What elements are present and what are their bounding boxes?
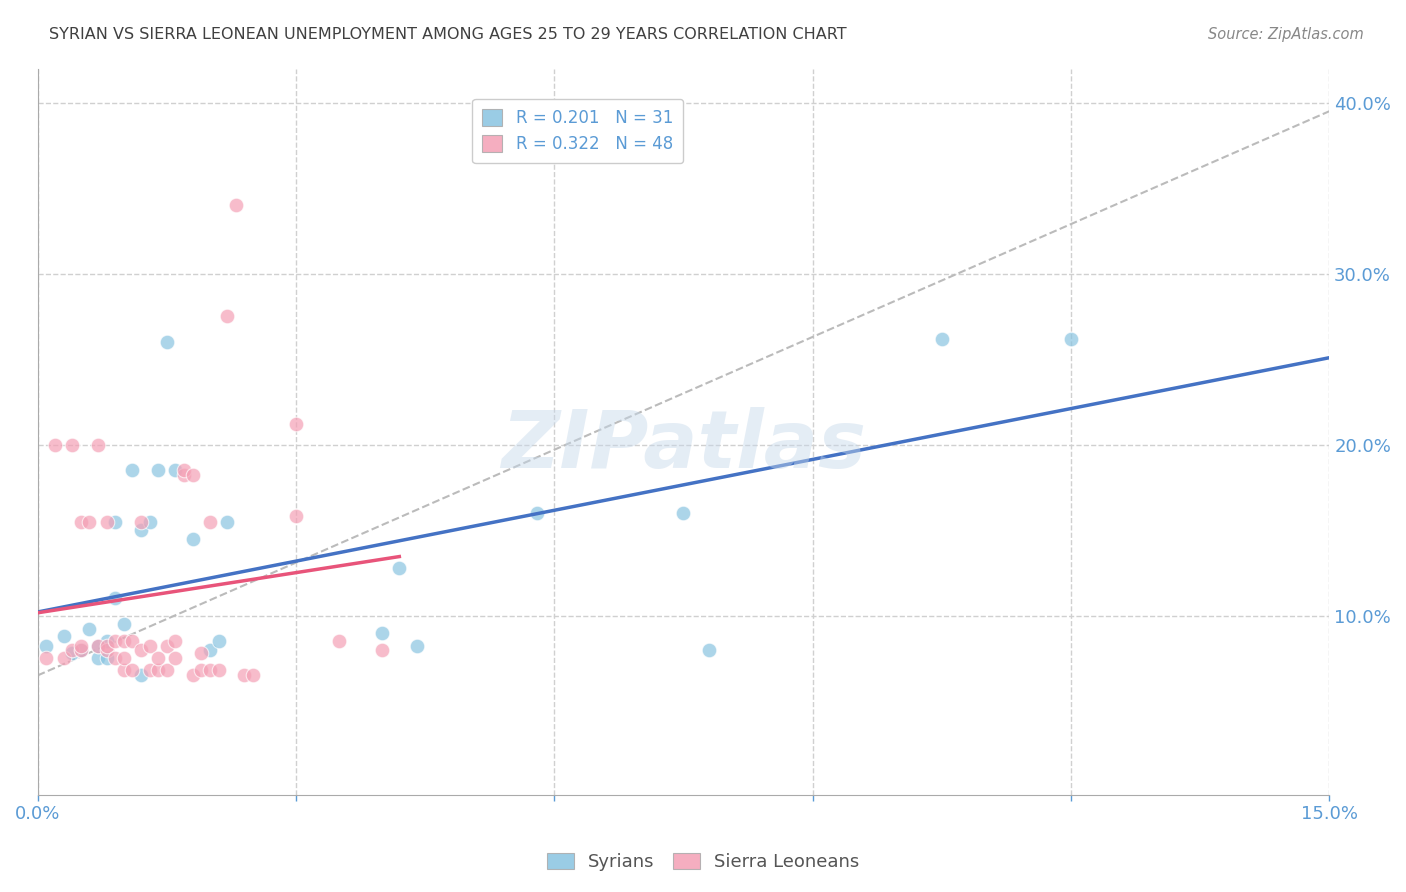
Point bbox=[198, 642, 221, 657]
Point bbox=[96, 515, 118, 529]
Point bbox=[104, 591, 127, 606]
Point bbox=[526, 506, 548, 520]
Point bbox=[121, 663, 143, 677]
Point bbox=[52, 629, 75, 643]
Point bbox=[52, 651, 75, 665]
Point bbox=[87, 640, 110, 654]
Point bbox=[129, 523, 152, 537]
Point bbox=[207, 634, 229, 648]
Point bbox=[285, 417, 308, 431]
Point bbox=[129, 515, 152, 529]
Legend: R = 0.201   N = 31, R = 0.322   N = 48: R = 0.201 N = 31, R = 0.322 N = 48 bbox=[472, 99, 683, 163]
Point bbox=[225, 198, 247, 212]
Point bbox=[156, 663, 179, 677]
Point bbox=[207, 663, 229, 677]
Text: Source: ZipAtlas.com: Source: ZipAtlas.com bbox=[1208, 27, 1364, 42]
Point bbox=[87, 651, 110, 665]
Point bbox=[285, 509, 308, 524]
Point bbox=[156, 640, 179, 654]
Point bbox=[931, 332, 953, 346]
Point bbox=[156, 334, 179, 349]
Point bbox=[328, 634, 350, 648]
Point bbox=[1060, 332, 1083, 346]
Point bbox=[69, 642, 91, 657]
Point bbox=[129, 642, 152, 657]
Text: ZIPatlas: ZIPatlas bbox=[501, 408, 866, 485]
Point bbox=[405, 640, 427, 654]
Legend: Syrians, Sierra Leoneans: Syrians, Sierra Leoneans bbox=[540, 846, 866, 879]
Point bbox=[96, 651, 118, 665]
Point bbox=[181, 668, 204, 682]
Point bbox=[69, 640, 91, 654]
Point bbox=[190, 663, 212, 677]
Point bbox=[173, 468, 195, 483]
Point bbox=[181, 532, 204, 546]
Point bbox=[388, 560, 411, 574]
Point bbox=[697, 642, 720, 657]
Point bbox=[198, 515, 221, 529]
Point bbox=[672, 506, 695, 520]
Point bbox=[165, 634, 187, 648]
Point bbox=[181, 468, 204, 483]
Point bbox=[165, 651, 187, 665]
Point bbox=[198, 663, 221, 677]
Point bbox=[104, 634, 127, 648]
Point bbox=[104, 651, 127, 665]
Point bbox=[148, 663, 170, 677]
Point bbox=[112, 663, 135, 677]
Point bbox=[371, 625, 394, 640]
Point bbox=[69, 515, 91, 529]
Point bbox=[112, 634, 135, 648]
Point bbox=[44, 437, 66, 451]
Point bbox=[60, 646, 83, 660]
Text: SYRIAN VS SIERRA LEONEAN UNEMPLOYMENT AMONG AGES 25 TO 29 YEARS CORRELATION CHAR: SYRIAN VS SIERRA LEONEAN UNEMPLOYMENT AM… bbox=[49, 27, 846, 42]
Point bbox=[173, 463, 195, 477]
Point bbox=[371, 642, 394, 657]
Point bbox=[138, 663, 160, 677]
Point bbox=[104, 515, 127, 529]
Point bbox=[121, 463, 143, 477]
Point bbox=[217, 310, 239, 324]
Point bbox=[96, 640, 118, 654]
Point bbox=[60, 642, 83, 657]
Point bbox=[69, 642, 91, 657]
Point bbox=[138, 515, 160, 529]
Point bbox=[79, 515, 101, 529]
Point bbox=[87, 437, 110, 451]
Point bbox=[96, 634, 118, 648]
Point bbox=[217, 515, 239, 529]
Point bbox=[233, 668, 256, 682]
Point bbox=[35, 651, 58, 665]
Point bbox=[79, 622, 101, 636]
Point bbox=[165, 463, 187, 477]
Point bbox=[87, 640, 110, 654]
Point bbox=[242, 668, 264, 682]
Point bbox=[148, 651, 170, 665]
Point bbox=[112, 651, 135, 665]
Point bbox=[129, 668, 152, 682]
Point bbox=[112, 617, 135, 632]
Point bbox=[35, 640, 58, 654]
Point bbox=[148, 463, 170, 477]
Point bbox=[60, 437, 83, 451]
Point bbox=[121, 634, 143, 648]
Point bbox=[96, 642, 118, 657]
Point bbox=[190, 646, 212, 660]
Point bbox=[138, 640, 160, 654]
